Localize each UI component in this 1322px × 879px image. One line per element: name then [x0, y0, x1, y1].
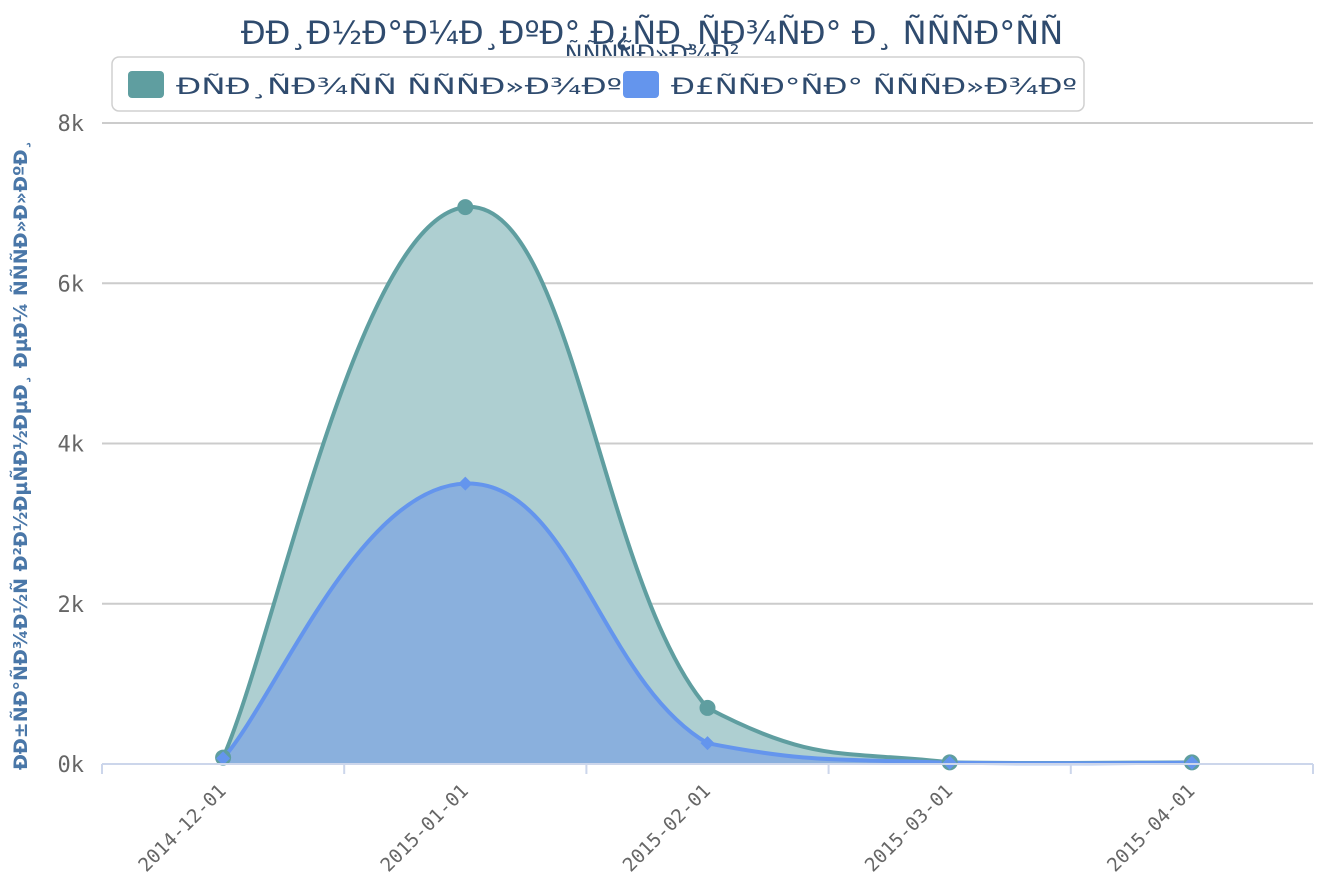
legend[interactable]: ÐÑÐ¸ÑÐ¾ÑÑ ÑÑÑÐ»Ð¾Ðº Ð£ÑÑÐ°ÑÐ° ÑÑÑÐ»Ð¾Ðº: [111, 56, 1085, 112]
series-area-2: [223, 483, 1192, 764]
chart-title: ÐÐ¸Ð½Ð°Ð¼Ð¸ÐºÐ° Ð¿ÑÐ¸ÑÐ¾ÑÐ° Ð¸ ÑÑÑÐ°ÑÑ: [241, 14, 1063, 52]
y-tick-label: 4k: [58, 433, 85, 458]
series-markers: [215, 199, 1200, 771]
legend-item-label[interactable]: ÐÑÐ¸ÑÐ¾ÑÑ ÑÑÑÐ»Ð¾Ðº: [176, 73, 622, 100]
data-point[interactable]: [1184, 755, 1199, 770]
y-tick-label: 8k: [58, 112, 85, 137]
x-tick-label: 2015-03-01: [861, 780, 957, 875]
y-tick-label: 2k: [58, 593, 85, 618]
data-point[interactable]: [457, 199, 474, 216]
grid-lines: [102, 122, 1313, 605]
legend-item-label[interactable]: Ð£ÑÑÐ°ÑÐ° ÑÑÑÐ»Ð¾Ðº: [671, 73, 1077, 100]
x-tick-label: 2015-02-01: [619, 780, 715, 875]
data-point[interactable]: [700, 736, 715, 751]
data-point[interactable]: [216, 751, 231, 766]
x-tick-label: 2014-12-01: [134, 780, 230, 875]
x-tick-label: 2015-04-01: [1103, 780, 1199, 875]
chart-title-line-2: ÑÑÑÑÐ»Ð¾Ð²: [565, 38, 740, 68]
y-axis-title: ÐÐ±ÑÐ°ÑÐ¾Ð½Ñ Ð²Ð½ÐµÑÐ½ÐµÐ¸ ÐµÐ¼ ÑÑÑÐ»Ð»Ð…: [8, 140, 32, 770]
y-tick-label: 6k: [58, 272, 85, 297]
legend-swatch: [128, 71, 164, 98]
data-point[interactable]: [458, 476, 473, 491]
legend-box: [111, 56, 1085, 112]
legend-swatch: [623, 71, 659, 98]
series-areas: [223, 206, 1192, 765]
data-point[interactable]: [942, 755, 957, 770]
y-tick-label: 0k: [58, 753, 85, 778]
data-point[interactable]: [699, 699, 716, 716]
x-tick-label: 2015-01-01: [376, 780, 472, 875]
